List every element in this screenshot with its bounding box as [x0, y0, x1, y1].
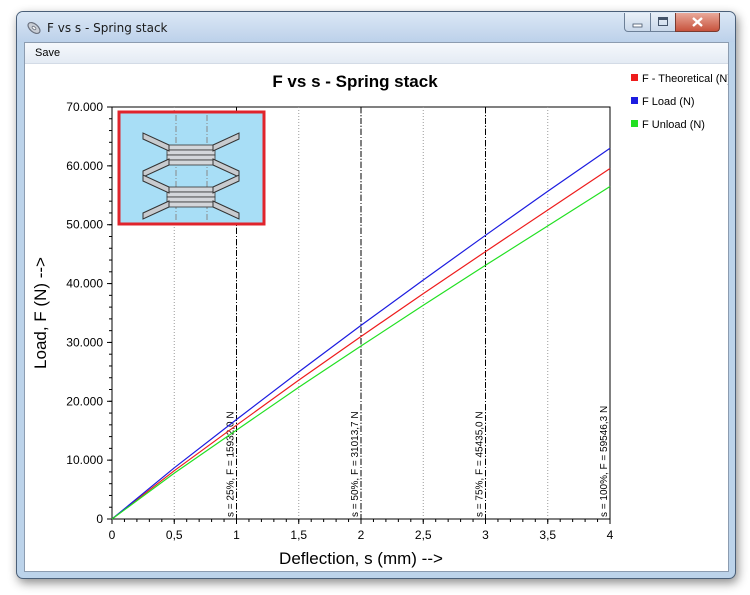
minimize-icon [632, 23, 643, 28]
chart-title: F vs s - Spring stack [272, 72, 438, 91]
series-line [111, 168, 611, 520]
legend-swatch [631, 120, 638, 127]
spring-plate [166, 154, 216, 161]
legend-label: F Unload (N) [642, 119, 705, 131]
x-tick-label: 3,5 [539, 528, 556, 542]
legend-label: F Load (N) [642, 96, 695, 108]
annotation-label: s = 50%, F = 31013,7 N [350, 411, 361, 517]
spring-plate [166, 186, 216, 193]
spring-plate [166, 149, 216, 156]
spring-disc [212, 200, 240, 220]
spring-stack-inset [117, 110, 266, 226]
annotation-label: s = 75%, F = 45435,0 N [475, 411, 486, 517]
annotation-label: s = 25%, F = 15932,0 N [226, 411, 237, 517]
x-tick-label: 2,5 [415, 528, 432, 542]
x-tick-label: 4 [607, 528, 614, 542]
legend-swatch [631, 74, 638, 81]
y-tick-label: 0 [96, 512, 103, 526]
maximize-button[interactable] [650, 13, 676, 32]
series-line [111, 147, 611, 520]
x-tick-label: 0 [109, 528, 116, 542]
app-window: F vs s - Spring stack Save F vs s - Spri… [16, 11, 736, 579]
y-tick-label: 60.000 [66, 159, 103, 173]
annotation-label: s = 100%, F = 59546,3 N [599, 406, 610, 517]
y-tick-label: 10.000 [66, 453, 103, 467]
y-tick-label: 20.000 [66, 394, 103, 408]
x-tick-label: 1 [233, 528, 240, 542]
y-axis-label: Load, F (N) --> [31, 257, 50, 369]
y-tick-label: 50.000 [66, 218, 103, 232]
spring-plate [166, 201, 216, 208]
client-area: Save F vs s - Spring stack 0 0,5 1 1,5 2 2,5 3… [24, 42, 729, 572]
legend-label: F - Theoretical (N) [642, 73, 728, 85]
menu-save[interactable]: Save [35, 47, 61, 59]
minimize-button[interactable] [624, 13, 651, 32]
legend-swatch [631, 97, 638, 104]
spring-plate [166, 144, 216, 151]
y-tick-label: 70.000 [66, 100, 103, 114]
title-bar[interactable]: F vs s - Spring stack [17, 12, 735, 42]
spring-disc [142, 174, 170, 194]
spring-plate [166, 159, 216, 166]
chart: F vs s - Spring stack 0 0,5 1 1,5 2 2,5 3 3,5 40… [31, 72, 728, 568]
spring-disc [142, 200, 170, 220]
y-tick-label: 40.000 [66, 277, 103, 291]
spring-app-icon [27, 21, 41, 35]
x-tick-label: 1,5 [290, 528, 307, 542]
inset-frame [117, 110, 266, 226]
spring-disc [212, 132, 240, 152]
maximize-icon [658, 17, 668, 26]
window-title: F vs s - Spring stack [47, 21, 168, 35]
menu-bar: Save [25, 43, 728, 64]
spring-plate [166, 191, 216, 198]
spring-plate [166, 196, 216, 203]
series-line [111, 185, 611, 520]
x-tick-label: 2 [358, 528, 365, 542]
close-icon [692, 17, 703, 27]
x-tick-label: 3 [482, 528, 489, 542]
spring-disc [212, 174, 240, 194]
spring-disc [142, 132, 170, 152]
close-button[interactable] [675, 13, 720, 32]
x-axis-label: Deflection, s (mm) --> [279, 549, 443, 568]
legend: F - Theoretical (N) F Load (N) F Unload (N… [631, 73, 728, 131]
x-tick-label: 0,5 [166, 528, 183, 542]
y-tick-label: 30.000 [66, 335, 103, 349]
